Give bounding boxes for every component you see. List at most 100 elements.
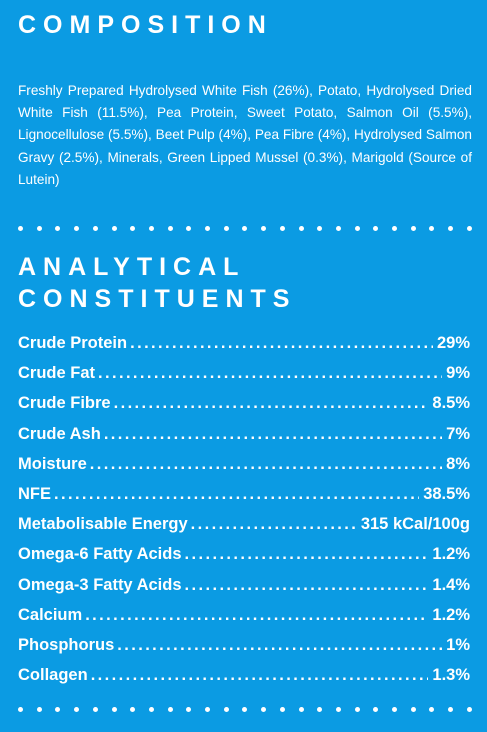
divider-dot	[317, 225, 323, 231]
divider-dot	[55, 225, 61, 231]
divider-dot	[148, 706, 154, 712]
divider-dot	[167, 225, 173, 231]
divider-dot	[298, 225, 304, 231]
divider-dot	[466, 706, 472, 712]
divider-dot	[354, 225, 360, 231]
divider-dot	[392, 225, 398, 231]
dot-leader	[98, 364, 442, 383]
divider-dot	[298, 706, 304, 712]
divider-dot	[429, 225, 435, 231]
dotted-divider-bottom	[18, 705, 472, 713]
divider-dot	[55, 706, 61, 712]
divider-dot	[223, 706, 229, 712]
divider-dot	[335, 706, 341, 712]
analytical-constituents-heading: ANALYTICAL CONSTITUENTS	[18, 251, 296, 315]
dot-leader	[104, 425, 442, 444]
nutrient-row: Phosphorus 1%	[18, 636, 470, 666]
nutrient-label: Phosphorus	[18, 635, 115, 654]
dot-leader	[85, 606, 428, 625]
nutrient-row: Collagen 1.3%	[18, 666, 470, 696]
nutrient-value: 29%	[436, 334, 470, 352]
dot-leader	[185, 576, 429, 595]
nutrient-value: 1.4%	[432, 575, 470, 594]
divider-dot	[410, 225, 416, 231]
nutrient-label: Crude Protein	[18, 334, 128, 352]
dot-leader	[130, 334, 433, 353]
nutrient-row: Crude Fat 9%	[18, 364, 470, 394]
divider-dot	[167, 706, 173, 712]
nutrient-row: Moisture 8%	[18, 455, 470, 485]
nutrient-row: Calcium 1.2%	[18, 606, 470, 636]
nutrient-label: Collagen	[18, 666, 88, 685]
divider-dot	[92, 225, 98, 231]
nutrient-value: 1.3%	[432, 666, 470, 685]
divider-dot	[36, 225, 42, 231]
divider-dot	[111, 706, 117, 712]
composition-text: Freshly Prepared Hydrolysed White Fish (…	[18, 83, 472, 187]
divider-dot	[18, 225, 23, 231]
nutrient-list: Crude Protein 29% Crude Fat 9% Crude Fibre…	[18, 334, 470, 696]
nutrient-value: 7%	[446, 424, 470, 443]
divider-dot	[448, 706, 454, 712]
divider-dot	[205, 225, 211, 231]
nutrient-label: Metabolisable Energy	[18, 515, 188, 534]
nutrient-label: Crude Fibre	[18, 394, 111, 413]
dot-leader	[191, 515, 357, 534]
divider-dot	[186, 225, 192, 231]
divider-dot	[148, 225, 154, 231]
divider-dot	[130, 225, 136, 231]
dot-leader	[117, 636, 442, 655]
nutrient-row: Omega-6 Fatty Acids 1.2%	[18, 545, 470, 575]
divider-dot	[74, 225, 80, 231]
nutrient-label: Crude Fat	[18, 364, 96, 383]
dot-leader	[185, 545, 429, 564]
divider-dot	[279, 706, 285, 712]
divider-dot	[410, 706, 416, 712]
divider-dot	[74, 706, 80, 712]
nutrient-label: Crude Ash	[18, 424, 101, 443]
divider-dot	[335, 225, 341, 231]
divider-dot	[261, 225, 267, 231]
nutrient-row: Crude Protein 29%	[18, 334, 470, 364]
divider-dot	[130, 706, 136, 712]
divider-dot	[279, 225, 285, 231]
divider-dot	[18, 706, 23, 712]
divider-dot	[392, 706, 398, 712]
divider-dot	[317, 706, 323, 712]
nutrient-row: Metabolisable Energy 315 kCal/100g	[18, 515, 470, 545]
nutrient-label: NFE	[18, 484, 51, 503]
divider-dot	[448, 225, 454, 231]
divider-dot	[373, 225, 379, 231]
divider-dot	[373, 706, 379, 712]
divider-dot	[242, 706, 248, 712]
divider-dot	[429, 706, 435, 712]
dotted-divider-top	[18, 224, 472, 232]
divider-dot	[186, 706, 192, 712]
divider-dot	[223, 225, 229, 231]
nutrient-label: Moisture	[18, 454, 87, 473]
nutrient-row: Crude Ash 7%	[18, 425, 470, 455]
divider-dot	[111, 225, 117, 231]
nutrient-value: 8.5%	[432, 394, 470, 413]
nutrient-value: 38.5%	[423, 484, 470, 503]
nutrient-value: 1.2%	[432, 545, 470, 564]
nutrient-value: 1.2%	[432, 605, 470, 624]
nutrient-value: 9%	[446, 364, 470, 383]
analytical-heading-line2: CONSTITUENTS	[18, 285, 297, 313]
nutrient-row: Omega-3 Fatty Acids 1.4%	[18, 576, 470, 606]
nutrient-label: Omega-3 Fatty Acids	[18, 575, 182, 594]
divider-dot	[354, 706, 360, 712]
divider-dot	[242, 225, 248, 231]
divider-dot	[205, 706, 211, 712]
nutrient-label: Omega-6 Fatty Acids	[18, 545, 182, 564]
nutrient-value: 315 kCal/100g	[360, 515, 470, 534]
divider-dot	[466, 225, 472, 231]
dot-leader	[91, 666, 429, 685]
nutrient-row: NFE 38.5%	[18, 485, 470, 515]
nutrient-value: 1%	[446, 635, 470, 654]
nutrient-label: Calcium	[18, 605, 83, 624]
dot-leader	[90, 455, 442, 474]
analytical-heading-line1: ANALYTICAL	[18, 253, 246, 281]
dot-leader	[54, 485, 419, 504]
composition-heading: COMPOSITION	[18, 11, 273, 39]
